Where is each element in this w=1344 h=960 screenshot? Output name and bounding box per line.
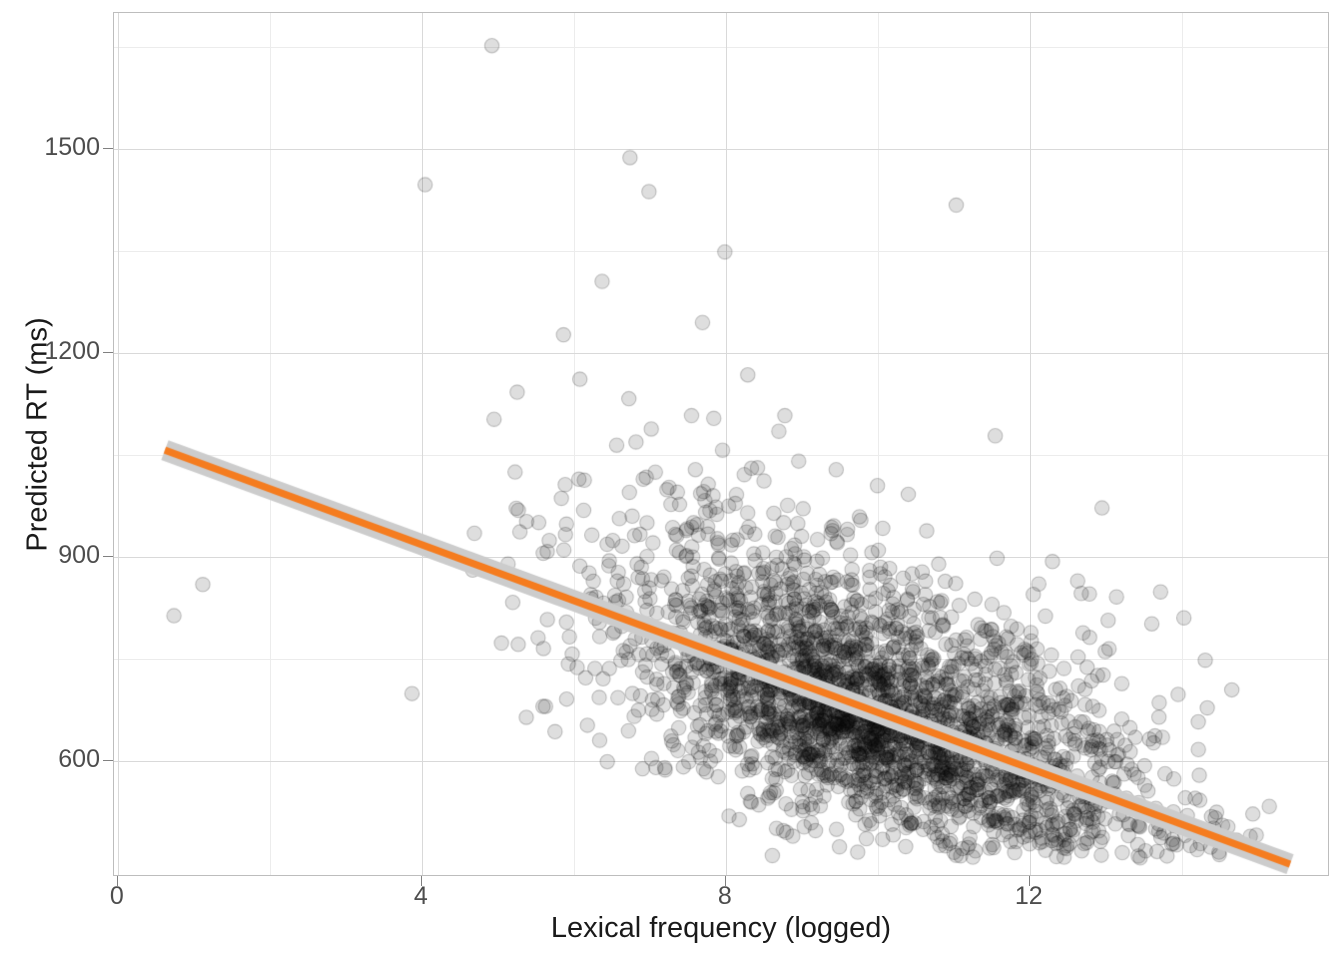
y-tick-label: 1500 [44, 133, 100, 162]
x-tick-mark [1029, 876, 1030, 886]
x-tick-mark [117, 876, 118, 886]
y-tick-mark [103, 148, 113, 149]
scatter-points-layer [114, 13, 1328, 875]
x-tick-mark [421, 876, 422, 886]
x-axis-title: Lexical frequency (logged) [550, 912, 892, 944]
x-tick-label: 0 [109, 882, 124, 910]
x-tick-label: 12 [1014, 882, 1043, 910]
x-tick-mark [725, 876, 726, 886]
y-tick-label: 1200 [44, 337, 100, 366]
y-tick-label: 600 [58, 745, 100, 774]
y-axis-title: Predicted RT (ms) [21, 317, 54, 552]
x-tick-label: 4 [413, 882, 428, 910]
y-tick-mark [103, 556, 113, 557]
plot-panel [113, 12, 1329, 876]
x-tick-label: 8 [717, 882, 732, 910]
y-tick-mark [103, 352, 113, 353]
y-tick-mark [103, 760, 113, 761]
y-tick-label: 900 [58, 541, 100, 570]
